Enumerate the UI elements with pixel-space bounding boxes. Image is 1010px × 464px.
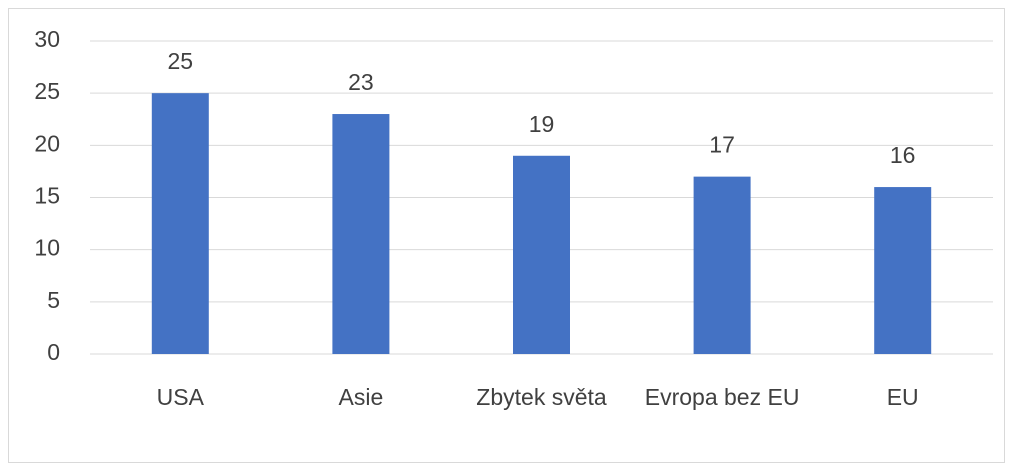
- y-tick-label: 25: [34, 78, 60, 104]
- data-label: 16: [890, 142, 916, 168]
- x-tick-label: EU: [886, 384, 919, 410]
- y-tick-label: 5: [47, 287, 60, 313]
- data-label: 25: [168, 48, 194, 74]
- y-tick-label: 10: [34, 235, 60, 261]
- chart-frame: [8, 8, 1005, 463]
- x-tick-label: Evropa bez EU: [644, 384, 800, 410]
- y-tick-label: 15: [34, 183, 60, 209]
- bar: [513, 155, 570, 354]
- data-label: 19: [529, 111, 555, 137]
- y-tick-label: 30: [34, 26, 60, 52]
- bar: [874, 187, 932, 354]
- x-tick-label: USA: [156, 384, 204, 410]
- data-label: 17: [709, 132, 735, 158]
- y-tick-label: 0: [47, 339, 60, 365]
- x-tick-label: Asie: [338, 384, 384, 410]
- bar: [693, 176, 751, 354]
- bar: [332, 114, 390, 355]
- y-tick-label: 20: [34, 130, 60, 156]
- x-tick-label: Zbytek světa: [476, 384, 607, 410]
- bar: [151, 93, 209, 355]
- data-label: 23: [348, 69, 374, 95]
